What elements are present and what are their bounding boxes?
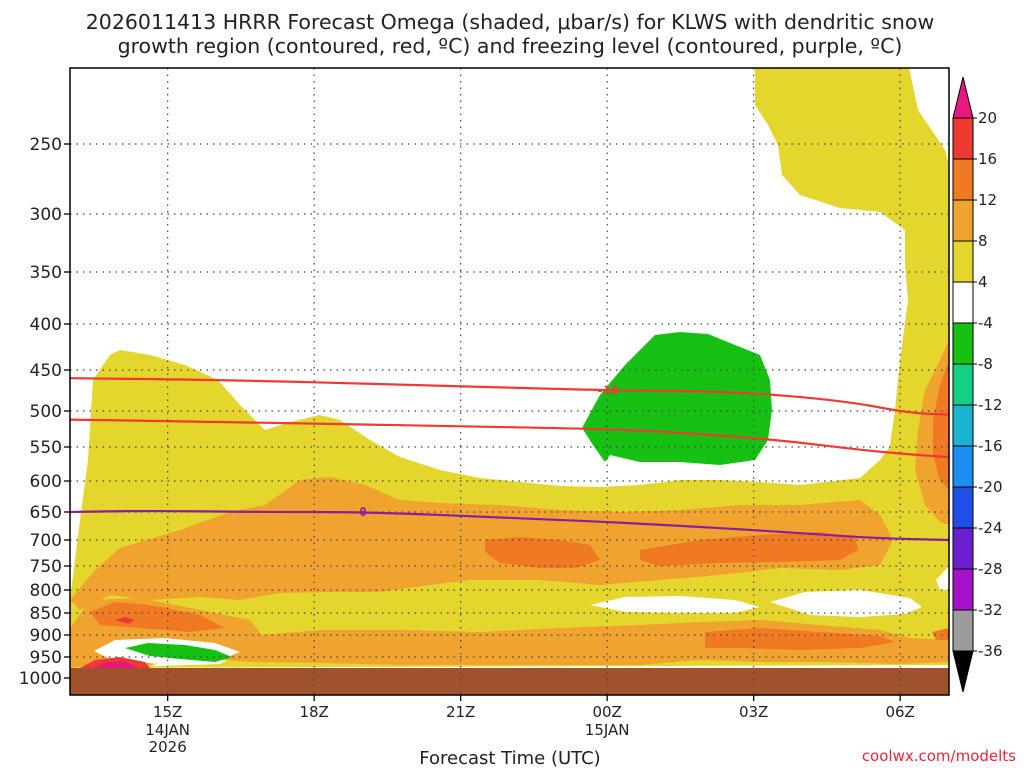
y-tick-label-850: 850 — [30, 604, 62, 624]
shade-region-red-spot — [115, 617, 135, 624]
x-tick-label-18Z: 18Z — [299, 703, 328, 721]
plot-frame — [69, 67, 950, 696]
y-axis-pressure: 2503003504004505005506006507007508008509… — [19, 135, 70, 689]
y-tick-label-250: 250 — [30, 135, 62, 155]
y-tick-label-300: 300 — [30, 205, 62, 225]
y-tick-label-550: 550 — [30, 438, 62, 458]
y-tick-label-950: 950 — [30, 648, 62, 668]
x-axis-title: Forecast Time (UTC) — [419, 748, 600, 768]
x-tick-sublabel-14JAN: 14JAN — [145, 721, 190, 739]
x-tick-label-21Z: 21Z — [446, 703, 475, 721]
colorbar-label--8: -8 — [978, 355, 993, 373]
y-tick-label-500: 500 — [30, 402, 62, 422]
colorbar-bin-5 — [952, 322, 974, 365]
shade-region-orange-3 — [90, 602, 225, 632]
shade-gap-white-1 — [590, 596, 760, 613]
colorbar-bin-1 — [952, 158, 974, 201]
x-tick-label-06Z: 06Z — [885, 703, 914, 721]
omega-shading — [70, 68, 949, 668]
contour-label-0: -18 — [596, 384, 618, 398]
colorbar-label--28: -28 — [978, 560, 1003, 578]
shade-gap-white-2 — [770, 590, 922, 617]
shade-region-magenta-low — [92, 661, 138, 668]
shade-region-green-small — [125, 643, 232, 662]
colorbar-bin-3 — [952, 240, 974, 283]
colorbar-bin-4 — [952, 281, 974, 324]
y-tick-label-750: 750 — [30, 557, 62, 577]
credit-text: coolwx.com/modelts — [862, 747, 1016, 765]
colorbar-label--12: -12 — [978, 396, 1003, 414]
y-tick-label-800: 800 — [30, 581, 62, 601]
x-tick-label-15Z: 15Z — [153, 703, 182, 721]
y-tick-label-400: 400 — [30, 315, 62, 335]
colorbar-bin-2 — [952, 199, 974, 242]
colorbar-label-16: 16 — [978, 150, 997, 168]
colorbar-bin-12 — [952, 609, 974, 652]
shade-gap-white-3 — [936, 566, 949, 590]
shade-region-orange-1 — [485, 537, 600, 568]
x-tick-label-00Z: 00Z — [592, 703, 621, 721]
colorbar-label--4: -4 — [978, 314, 993, 332]
colorbar-cap-top — [952, 76, 974, 119]
colorbar-legend: 20 16 12 8 4 -4 -8 -12 -16 -20 -24 -28 -32 -36 — [952, 76, 1003, 693]
colorbar-bin-11 — [952, 568, 974, 611]
colorbar-bin-0 — [952, 117, 974, 160]
colorbar-label-20: 20 — [978, 109, 997, 127]
contour-line-2 — [69, 509, 950, 542]
colorbar-bin-10 — [952, 527, 974, 570]
colorbar-label-4: 4 — [978, 273, 988, 291]
x-tick-sublabel-2026: 2026 — [149, 738, 187, 756]
y-tick-label-650: 650 — [30, 503, 62, 523]
y-tick-label-900: 900 — [30, 626, 62, 646]
shade-region-amber-band — [70, 477, 893, 610]
ground-surface-shading — [70, 668, 949, 695]
colorbar-bin-9 — [952, 486, 974, 529]
colorbar-label--24: -24 — [978, 519, 1003, 537]
colorbar-label--16: -16 — [978, 437, 1003, 455]
y-tick-label-350: 350 — [30, 263, 62, 283]
colorbar-label--36: -36 — [978, 642, 1003, 660]
x-tick-sublabel-15JAN: 15JAN — [585, 721, 630, 739]
shade-region-orange-2 — [640, 532, 858, 566]
y-tick-label-700: 700 — [30, 531, 62, 551]
colorbar-label--20: -20 — [978, 478, 1003, 496]
x-tick-label-03Z: 03Z — [739, 703, 768, 721]
y-tick-label-600: 600 — [30, 472, 62, 492]
colorbar-bin-7 — [952, 404, 974, 447]
shade-region-orange-5 — [932, 628, 949, 640]
colorbar-cap-bottom — [952, 650, 974, 693]
y-tick-label-450: 450 — [30, 361, 62, 381]
contour-line-1 — [69, 418, 950, 459]
chart-title-line-1: 2026011413 HRRR Forecast Omega (shaded, … — [86, 10, 934, 34]
colorbar-label-8: 8 — [978, 232, 988, 250]
shade-region-green-large — [582, 332, 772, 465]
colorbar-label-12: 12 — [978, 191, 997, 209]
chart-title-line-2: growth region (contoured, red, ºC) and f… — [118, 34, 903, 58]
colorbar-bin-6 — [952, 363, 974, 406]
shade-region-amber-lower — [70, 598, 949, 668]
shade-region-orange-4 — [705, 628, 895, 650]
colorbar-bin-8 — [952, 445, 974, 488]
contour-label-2: 0 — [359, 505, 366, 519]
contour-line-0 — [69, 377, 950, 416]
y-tick-label-1000: 1000 — [19, 669, 62, 689]
colorbar-label--32: -32 — [978, 601, 1003, 619]
temperature-contours: -18 0 — [69, 377, 950, 542]
